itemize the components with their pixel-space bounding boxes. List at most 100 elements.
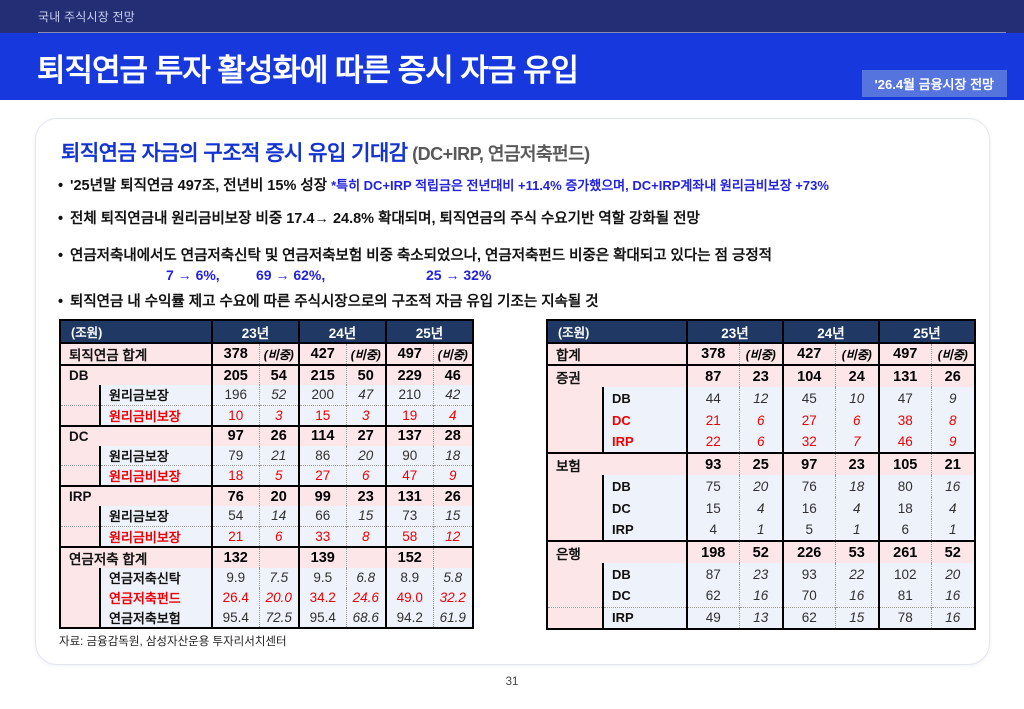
share-cell: 4 — [834, 497, 879, 519]
share-cell: (비중) — [432, 342, 473, 365]
value-cell: 93 — [686, 452, 739, 475]
share-cell: 32.2 — [432, 587, 473, 608]
share-cell: 6 — [834, 409, 879, 431]
share-cell: 26 — [432, 485, 473, 506]
value-cell: 38 — [878, 409, 931, 431]
share-cell: 72.5 — [258, 607, 299, 628]
row-label-cell: DB — [603, 387, 687, 409]
table-row: 원리금보장 196 52 200 47 210 42 — [60, 385, 473, 405]
section-title-suffix: (DC+IRP, 연금저축펀드) — [407, 144, 590, 164]
row-label-cell: 원리금보장 — [100, 385, 212, 405]
bullet-dot: • — [58, 178, 64, 194]
pension-by-provider-table: (조원) 23년 24년 25년 합계 378 (비중) 427 (비중) 497 (비중) 증권 87… — [546, 319, 976, 630]
value-cell: 86 — [298, 445, 346, 466]
report-badge: '26.4월 금융시장 전망 — [861, 70, 1007, 97]
row-label-cell: 원리금비보장 — [100, 465, 212, 486]
indent-cell — [547, 519, 604, 541]
value-cell: 15 — [298, 404, 346, 426]
share-cell: 3 — [258, 404, 299, 426]
value-cell: 132 — [211, 545, 259, 568]
year-header-cell: 25년 — [878, 320, 975, 344]
value-cell: 80 — [878, 475, 931, 497]
bullet-4-text: 퇴직연금 내 수익률 제고 수요에 따른 주식시장으로의 구조적 자금 유입 기… — [70, 294, 599, 310]
indent-cell — [547, 387, 604, 409]
share-cell: 61.9 — [432, 607, 473, 628]
share-cell: 6 — [258, 525, 299, 547]
share-cell: 21 — [930, 452, 975, 475]
share-cell: 7 — [834, 431, 879, 453]
value-cell: 102 — [878, 563, 931, 585]
bullet-1-note: *특히 DC+IRP 적립금은 전년대비 +11.4% 증가했으며, DC+IR… — [331, 178, 829, 193]
table-row: DC 97 26 114 27 137 28 — [60, 424, 473, 446]
share-cell: 52 — [258, 385, 299, 405]
table-row: 증권 87 23 104 24 131 26 — [547, 364, 975, 387]
row-label-cell: DC — [60, 424, 212, 446]
row-label-cell: 보험 — [547, 452, 687, 475]
share-cell: 9 — [930, 431, 975, 453]
share-cell: 16 — [930, 585, 975, 607]
share-cell: 8 — [930, 409, 975, 431]
value-cell: 94.2 — [385, 607, 433, 628]
value-cell: 9.9 — [211, 567, 259, 588]
row-label-cell: 연금저축펀드 — [100, 587, 212, 608]
bullet-dot: • — [58, 248, 64, 264]
row-label-cell: 연금저축신탁 — [100, 567, 212, 588]
share-cell: 16 — [834, 585, 879, 607]
value-cell: 99 — [298, 485, 346, 506]
indent-cell — [60, 607, 101, 628]
row-label-cell: IRP — [603, 606, 687, 629]
share-cell: 20 — [258, 485, 299, 506]
row-label-cell: DB — [603, 563, 687, 585]
indent-cell — [547, 606, 604, 629]
value-cell: 93 — [782, 563, 835, 585]
table-row: 원리금보장 54 14 66 15 73 15 — [60, 506, 473, 526]
share-cell: 1 — [834, 519, 879, 541]
value-cell: 76 — [782, 475, 835, 497]
indent-cell — [60, 385, 101, 405]
indent-cell — [60, 587, 101, 608]
table-row: DB 87 23 93 22 102 20 — [547, 563, 975, 585]
value-cell: 497 — [878, 342, 931, 365]
value-cell: 114 — [298, 424, 346, 446]
share-cell — [432, 545, 473, 568]
table-row: 원리금보장 79 21 86 20 90 18 — [60, 445, 473, 466]
value-cell: 9.5 — [298, 567, 346, 588]
table-row: IRP 49 13 62 15 78 16 — [547, 606, 975, 629]
share-cell: (비중) — [834, 342, 879, 365]
indent-cell — [60, 525, 101, 547]
indent-cell — [60, 506, 101, 526]
share-cell: 23 — [834, 452, 879, 475]
value-cell: 26.4 — [211, 587, 259, 608]
data-table: (조원) 23년 24년 25년 퇴직연금 합계 378 (비중) 427 (비중) 497 (비중… — [59, 319, 474, 629]
share-cell: (비중) — [345, 342, 386, 365]
bullet-3-text: 연금저축내에서도 연금저축신탁 및 연금저축보험 비중 축소되었으나, 연금저축… — [70, 248, 772, 264]
share-cell: 46 — [432, 364, 473, 385]
value-cell: 49.0 — [385, 587, 433, 608]
table-row: IRP 4 1 5 1 6 1 — [547, 519, 975, 541]
value-cell: 4 — [686, 519, 739, 541]
row-label-cell: 연금저축 합계 — [60, 545, 212, 568]
share-cell: 53 — [834, 540, 879, 563]
table-row: DB 205 54 215 50 229 46 — [60, 364, 473, 385]
row-label-cell: 은행 — [547, 540, 687, 563]
table-row: 원리금비보장 10 3 15 3 19 4 — [60, 404, 473, 426]
row-label-cell: DB — [603, 475, 687, 497]
table-row: 퇴직연금 합계 378 (비중) 427 (비중) 497 (비중) — [60, 342, 473, 365]
share-cell: 15 — [834, 606, 879, 629]
value-cell: 229 — [385, 364, 433, 385]
row-label-cell: IRP — [603, 431, 687, 453]
header-top-band: 국내 주식시장 전망 — [0, 0, 1024, 33]
table-row: DC 62 16 70 16 81 16 — [547, 585, 975, 607]
value-cell: 18 — [878, 497, 931, 519]
value-cell: 137 — [385, 424, 433, 446]
value-cell: 15 — [686, 497, 739, 519]
header-title-band: 퇴직연금 투자 활성화에 따른 증시 자금 유입 '26.4월 금융시장 전망 — [0, 33, 1024, 100]
value-cell: 210 — [385, 385, 433, 405]
table-row: IRP 76 20 99 23 131 26 — [60, 485, 473, 506]
value-cell: 378 — [686, 342, 739, 365]
value-cell: 66 — [298, 506, 346, 526]
pension-by-type-table: (조원) 23년 24년 25년 퇴직연금 합계 378 (비중) 427 (비중) 497 (비중… — [59, 319, 474, 629]
share-cell: 20.0 — [258, 587, 299, 608]
share-cell: 1 — [738, 519, 783, 541]
share-cell: 25 — [738, 452, 783, 475]
